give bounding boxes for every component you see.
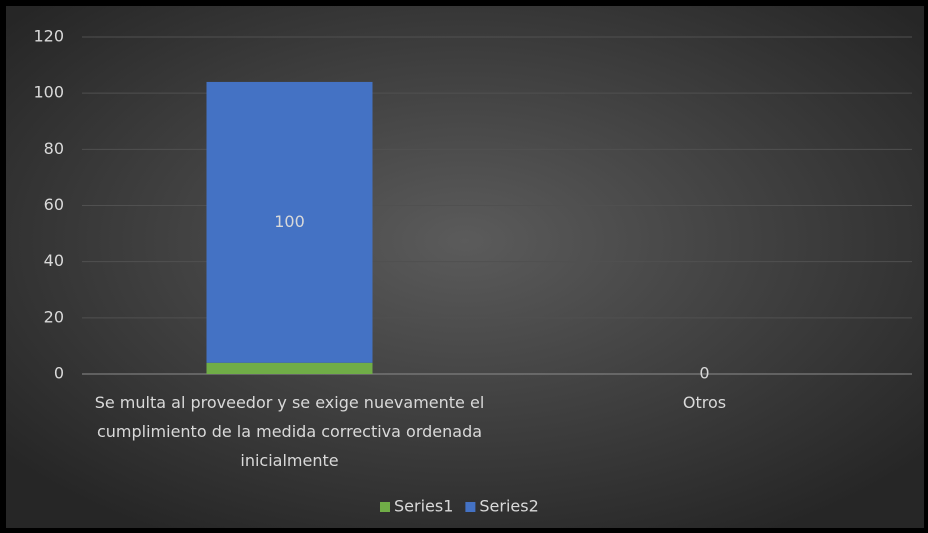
y-tick-label: 100: [33, 83, 64, 102]
y-tick-label: 60: [44, 195, 64, 214]
y-tick-label: 0: [54, 364, 64, 383]
x-tick-label: Otros: [682, 393, 727, 412]
legend-label: Series2: [479, 497, 538, 516]
bar-segment: [206, 81, 373, 363]
data-label: 0: [699, 364, 709, 383]
legend-label: Series1: [394, 497, 453, 516]
y-tick-label: 40: [44, 251, 64, 270]
legend-swatch: [380, 502, 390, 512]
y-tick-label: 80: [44, 139, 64, 158]
x-tick-label: Se multa al proveedor y se exige nuevame…: [94, 393, 485, 470]
bar-segment: [206, 362, 373, 374]
data-label: 100: [274, 212, 305, 231]
y-tick-label: 120: [33, 27, 64, 46]
y-tick-label: 20: [44, 307, 64, 326]
legend-swatch: [465, 502, 476, 512]
